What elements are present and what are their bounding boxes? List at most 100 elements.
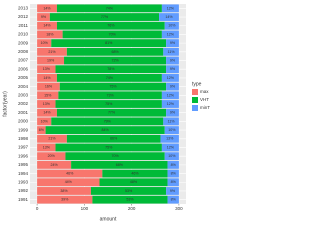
bar-segment: [37, 169, 103, 178]
data-label: 8%: [171, 163, 177, 167]
bar-segment: [166, 65, 179, 74]
y-tick-label: 1995: [18, 162, 29, 167]
legend-label: minT: [200, 105, 210, 110]
y-tick-label: 2004: [18, 84, 29, 89]
bar-segment: [166, 82, 179, 91]
y-tick-label: 1997: [18, 145, 29, 150]
data-label: 24%: [51, 163, 59, 167]
bar-segment: [99, 178, 168, 187]
chart: amount factor(year) type 0 100 200 300 1991 3…: [2, 4, 211, 223]
data-label: 15%: [44, 93, 52, 97]
y-tick-label: 2001: [18, 110, 29, 115]
data-label: 8%: [171, 198, 177, 202]
data-label: 12%: [167, 32, 175, 36]
data-label: 19%: [47, 58, 55, 62]
bar-segment: [159, 13, 179, 21]
data-label: 76%: [107, 24, 115, 28]
bar-segment: [37, 178, 100, 187]
bar-segment: [164, 126, 179, 134]
bar-segment: [37, 160, 72, 169]
data-label: 14%: [43, 76, 51, 80]
y-tick-label: 2009: [18, 40, 29, 45]
data-label: 75%: [109, 85, 117, 89]
data-label: 79%: [104, 119, 112, 123]
bar-segment: [163, 47, 179, 56]
data-label: 9%: [170, 41, 176, 45]
bar-segment: [37, 39, 52, 48]
data-label: 8%: [171, 172, 177, 176]
bar-segment: [164, 21, 179, 30]
y-tick-label: 2011: [18, 23, 28, 28]
y-tick-label: 2002: [18, 101, 29, 106]
y-tick-label: 2012: [18, 14, 29, 19]
bar-segment: [66, 47, 164, 56]
bar-segment: [167, 169, 179, 178]
data-label: 77%: [108, 111, 116, 115]
data-label: 70%: [111, 154, 119, 158]
data-label: 13%: [43, 67, 51, 71]
data-label: 74%: [106, 76, 114, 80]
bar-segment: [66, 134, 161, 143]
bar-segment: [37, 152, 66, 161]
x-axis-label: amount: [100, 216, 117, 222]
bar-segment: [37, 187, 91, 195]
data-label: 70%: [109, 32, 117, 36]
bar-segment: [62, 30, 162, 39]
data-label: 9%: [170, 67, 176, 71]
bar-segment: [161, 30, 179, 39]
y-tick-label: 1996: [18, 153, 29, 158]
data-label: 18%: [46, 32, 54, 36]
bar-segment: [55, 100, 162, 108]
data-label: 46%: [131, 172, 139, 176]
bar-segment: [37, 4, 57, 13]
y-tick-label: 1999: [18, 127, 29, 132]
data-label: 75%: [105, 102, 113, 106]
data-label: 46%: [66, 172, 74, 176]
bar-segment: [92, 195, 168, 204]
bar-segment: [166, 187, 179, 195]
data-label: 8%: [171, 180, 177, 184]
data-label: 6%: [39, 128, 45, 132]
bar-segment: [161, 4, 179, 13]
data-label: 9%: [170, 189, 176, 193]
bar-segment: [65, 152, 165, 161]
legend-label: max: [200, 89, 209, 94]
bar-segment: [37, 134, 67, 143]
bar-segment: [49, 13, 160, 21]
bar-segment: [90, 187, 167, 195]
data-label: 10%: [41, 119, 49, 123]
bar-segment: [37, 117, 52, 126]
data-label: 44%: [65, 180, 73, 184]
data-label: 14%: [165, 15, 173, 19]
data-label: 39%: [61, 198, 69, 202]
bar-segment: [166, 56, 179, 65]
data-label: 13%: [43, 102, 51, 106]
x-tick-label: 0: [36, 206, 39, 211]
bar-segment: [161, 100, 179, 108]
bar-segment: [37, 56, 65, 65]
y-tick-label: 2010: [18, 32, 29, 37]
bar-segment: [56, 21, 165, 30]
data-label: 12%: [167, 76, 175, 80]
data-label: 74%: [106, 6, 114, 10]
data-label: 75%: [105, 145, 113, 149]
data-label: 13%: [166, 137, 174, 141]
bar-segment: [56, 108, 167, 117]
bar-segment: [37, 126, 46, 134]
bar-segment: [102, 169, 168, 178]
data-label: 9%: [41, 15, 47, 19]
data-label: 48%: [130, 180, 138, 184]
data-label: 78%: [107, 67, 115, 71]
y-tick-label: 2007: [18, 58, 29, 63]
data-label: 11%: [168, 50, 176, 54]
legend-title: type: [192, 81, 202, 87]
data-label: 14%: [43, 111, 51, 115]
bar-segment: [37, 30, 63, 39]
data-label: 10%: [41, 41, 49, 45]
bar-segment: [45, 126, 165, 134]
bar-segment: [167, 195, 179, 204]
bar-segment: [160, 134, 179, 143]
bar-segment: [161, 91, 179, 100]
x-tick-label: 200: [128, 206, 136, 211]
bar-segment: [167, 160, 179, 169]
